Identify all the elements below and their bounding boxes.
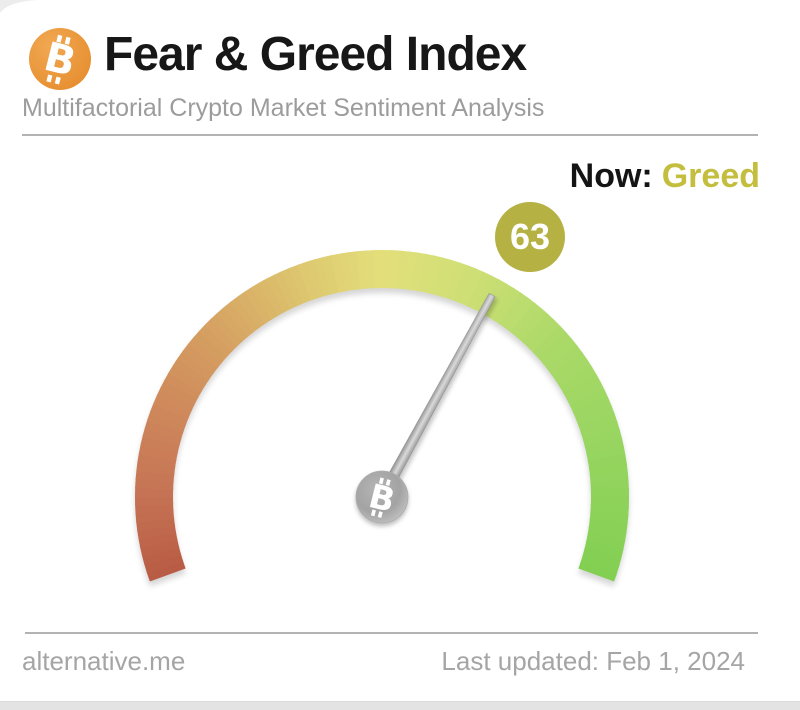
page-title: Fear & Greed Index — [104, 28, 527, 81]
source-link[interactable]: alternative.me — [22, 646, 186, 676]
last-updated-label: Last updated: Feb 1, 2024 — [441, 646, 745, 676]
gauge-pivot: B — [355, 470, 409, 524]
gauge-pivot-circle — [355, 470, 409, 524]
footer-divider — [25, 632, 758, 634]
current-sentiment: Now: Greed — [570, 157, 760, 196]
page-bottom-strip — [0, 701, 800, 710]
gauge-arc — [135, 250, 629, 582]
sentiment-classification: Greed — [661, 157, 760, 195]
gauge-needle — [376, 293, 496, 500]
header-divider — [22, 134, 758, 136]
index-value: 63 — [509, 216, 551, 257]
bitcoin-logo-icon: B — [29, 28, 91, 90]
index-value-badge: 63 — [495, 202, 565, 272]
now-label: Now: — [569, 157, 653, 195]
page-subtitle: Multifactorial Crypto Market Sentiment A… — [22, 94, 545, 122]
page-corner-artifact — [0, 0, 38, 13]
app-logo: B — [29, 28, 91, 90]
